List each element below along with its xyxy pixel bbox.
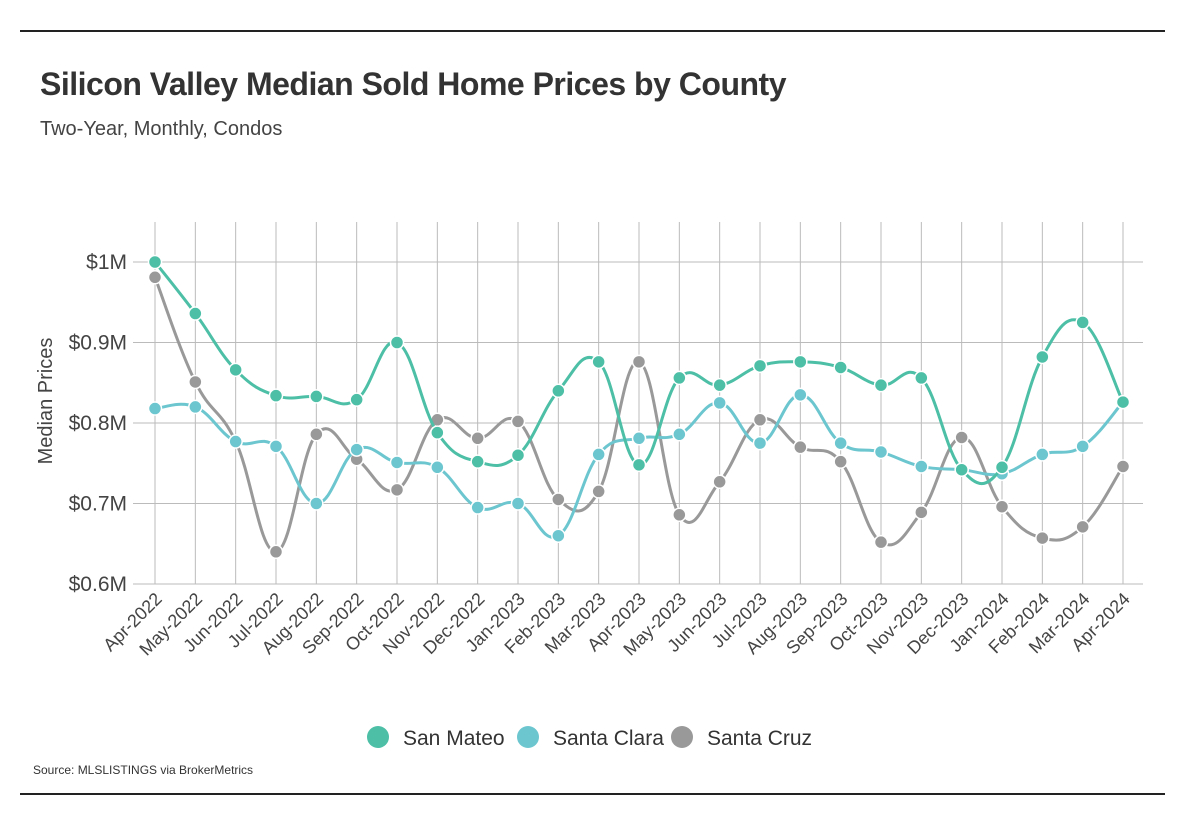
point-santa-cruz (591, 484, 606, 499)
legend-label-san-mateo: San Mateo (403, 727, 505, 750)
point-santa-cruz (268, 544, 284, 560)
legend-label-santa-clara: Santa Clara (553, 727, 664, 750)
point-san-mateo (470, 454, 485, 469)
point-santa-cruz (672, 507, 687, 523)
point-san-mateo (309, 389, 324, 404)
legend-label-santa-cruz: Santa Cruz (707, 727, 812, 750)
chart-title: Silicon Valley Median Sold Home Prices b… (40, 66, 786, 102)
y-axis-title: Median Prices (35, 338, 57, 465)
chart-subtitle: Two-Year, Monthly, Condos (40, 118, 283, 140)
bottom-rule (20, 793, 1165, 795)
point-san-mateo (752, 358, 768, 374)
y-tick-label: $0.8M (69, 412, 127, 435)
point-san-mateo (833, 360, 848, 375)
point-san-mateo (510, 447, 526, 463)
point-santa-clara (873, 444, 889, 460)
point-santa-clara (914, 459, 929, 474)
point-santa-clara (672, 427, 687, 442)
point-san-mateo (1075, 315, 1090, 330)
point-san-mateo (228, 362, 243, 378)
point-santa-clara (833, 435, 848, 451)
point-santa-cruz (954, 430, 969, 445)
point-santa-cruz (551, 492, 566, 507)
point-santa-clara (793, 387, 808, 403)
point-santa-clara (591, 447, 606, 462)
point-san-mateo (672, 370, 687, 386)
point-santa-cruz (1035, 530, 1050, 546)
legend-marker-santa-clara (517, 726, 539, 748)
point-santa-cruz (1075, 519, 1090, 535)
point-santa-cruz (147, 270, 163, 285)
point-santa-clara (752, 435, 768, 451)
y-tick-label: $0.7M (69, 493, 127, 516)
point-santa-cruz (470, 431, 485, 446)
point-santa-clara (188, 399, 203, 415)
point-santa-clara (470, 500, 485, 515)
point-santa-cruz (712, 474, 727, 490)
point-santa-clara (268, 439, 284, 454)
point-santa-clara (349, 442, 364, 457)
legend-marker-san-mateo (367, 726, 389, 748)
legend: San Mateo Santa Clara Santa Cruz (367, 726, 812, 750)
point-santa-clara (510, 496, 526, 511)
point-santa-cruz (752, 412, 768, 428)
point-santa-clara (631, 431, 647, 446)
point-san-mateo (1115, 394, 1131, 410)
legend-marker-santa-cruz (671, 726, 693, 748)
y-tick-label: $1M (86, 251, 127, 274)
point-san-mateo (591, 354, 606, 370)
point-santa-cruz (188, 374, 203, 390)
point-san-mateo (873, 377, 889, 393)
y-tick-label: $0.6M (69, 573, 127, 596)
point-san-mateo (914, 370, 929, 386)
point-san-mateo (551, 383, 566, 399)
point-san-mateo (268, 388, 284, 403)
point-santa-cruz (1115, 459, 1131, 474)
point-san-mateo (1035, 349, 1050, 365)
point-san-mateo (954, 462, 969, 477)
point-santa-cruz (389, 482, 405, 498)
y-axis-ticks: $1M $0.9M $0.8M $0.7M $0.6M (69, 251, 127, 596)
series-san-mateo (147, 254, 1131, 486)
point-santa-cruz (793, 439, 808, 455)
point-san-mateo (389, 335, 405, 350)
point-santa-cruz (309, 427, 324, 442)
point-santa-clara (712, 395, 727, 411)
point-santa-cruz (994, 499, 1010, 514)
point-santa-cruz (833, 454, 848, 469)
point-san-mateo (994, 460, 1010, 475)
point-santa-clara (1075, 439, 1090, 454)
point-santa-cruz (914, 505, 929, 520)
point-san-mateo (712, 377, 727, 393)
point-santa-cruz (873, 534, 889, 550)
point-san-mateo (188, 306, 203, 321)
point-santa-clara (389, 455, 405, 470)
point-santa-cruz (631, 354, 647, 370)
x-axis-ticks: Apr-2022May-2022Jun-2022Jul-2022Aug-2022… (99, 589, 1134, 660)
point-santa-clara (1035, 447, 1050, 462)
point-santa-clara (309, 496, 324, 511)
source-note: Source: MLSLISTINGS via BrokerMetrics (33, 763, 254, 777)
point-santa-clara (228, 434, 243, 449)
point-san-mateo (430, 425, 445, 440)
point-santa-cruz (510, 414, 526, 429)
point-san-mateo (349, 392, 364, 407)
grid-lines (133, 222, 1143, 585)
point-san-mateo (793, 354, 808, 370)
series-lines (147, 254, 1131, 560)
top-rule (20, 30, 1165, 32)
point-santa-clara (147, 401, 163, 416)
point-santa-clara (430, 460, 445, 475)
y-tick-label: $0.9M (69, 332, 127, 355)
point-san-mateo (147, 254, 163, 270)
point-san-mateo (631, 457, 647, 473)
point-santa-clara (551, 528, 566, 543)
